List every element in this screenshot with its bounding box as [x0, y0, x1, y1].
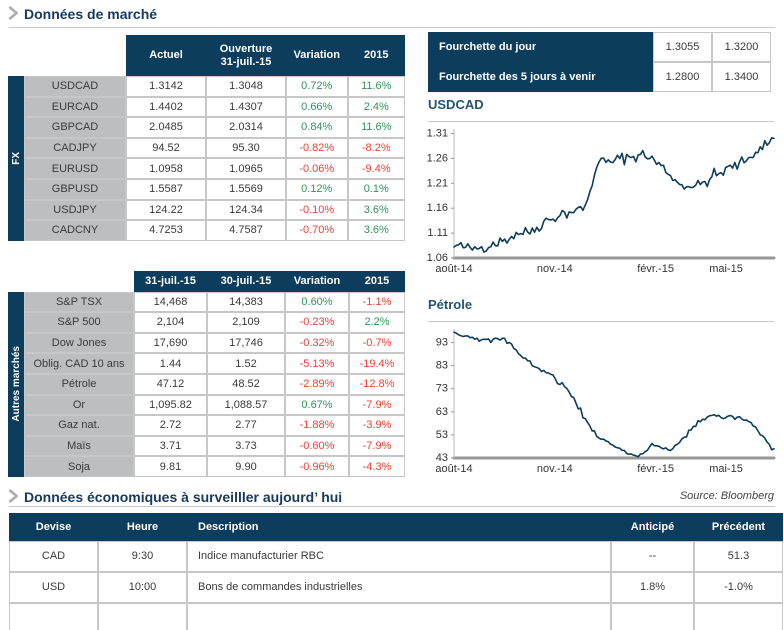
svg-text:1.31: 1.31 [427, 127, 448, 139]
svg-text:73: 73 [436, 383, 448, 395]
svg-text:févr.-15: févr.-15 [637, 463, 674, 475]
svg-text:1.26: 1.26 [427, 152, 448, 164]
svg-text:53: 53 [436, 429, 448, 441]
svg-text:mai-15: mai-15 [709, 463, 743, 475]
svg-text:1.21: 1.21 [427, 177, 448, 189]
svg-text:1.16: 1.16 [427, 202, 448, 214]
svg-text:nov.-14: nov.-14 [537, 263, 573, 275]
svg-text:mai-15: mai-15 [709, 263, 743, 275]
svg-text:févr.-15: févr.-15 [637, 263, 674, 275]
svg-text:1.11: 1.11 [427, 227, 448, 239]
svg-text:août-14: août-14 [435, 463, 472, 475]
svg-text:63: 63 [436, 406, 448, 418]
svg-text:93: 93 [436, 337, 448, 349]
svg-text:nov.-14: nov.-14 [537, 463, 573, 475]
svg-text:83: 83 [436, 360, 448, 372]
svg-text:août-14: août-14 [435, 263, 472, 275]
